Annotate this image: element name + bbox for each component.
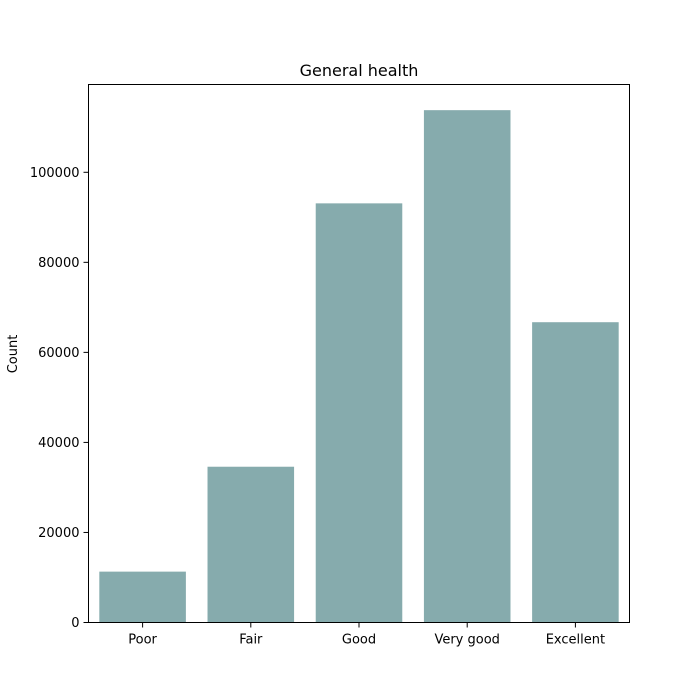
chart-title: General health <box>300 61 419 80</box>
bar-good <box>315 203 403 623</box>
y-tick-label: 60000 <box>38 346 79 361</box>
y-tick-label: 80000 <box>38 256 79 271</box>
y-tick-label: 100000 <box>30 166 80 181</box>
x-tick-label: Excellent <box>546 633 605 648</box>
plot-frame <box>88 84 630 623</box>
y-tick-label: 20000 <box>38 526 79 541</box>
x-tick-label: Good <box>342 633 376 648</box>
bar-fair <box>207 466 295 623</box>
x-tick-label: Very good <box>434 633 499 648</box>
y-tick-label: 40000 <box>38 436 79 451</box>
bar-poor <box>99 571 186 623</box>
bar-very-good <box>423 110 511 623</box>
x-axis-ticks: Poor Fair Good Very good Excellent <box>128 622 605 648</box>
bar-excellent <box>532 322 619 623</box>
bars-group <box>99 110 619 623</box>
y-axis-ticks: 0 20000 40000 60000 80000 100000 <box>30 166 89 631</box>
y-tick-label: 0 <box>71 616 79 631</box>
x-tick-label: Fair <box>239 633 263 648</box>
x-tick-label: Poor <box>128 633 157 648</box>
y-axis-label: Count <box>6 335 21 374</box>
